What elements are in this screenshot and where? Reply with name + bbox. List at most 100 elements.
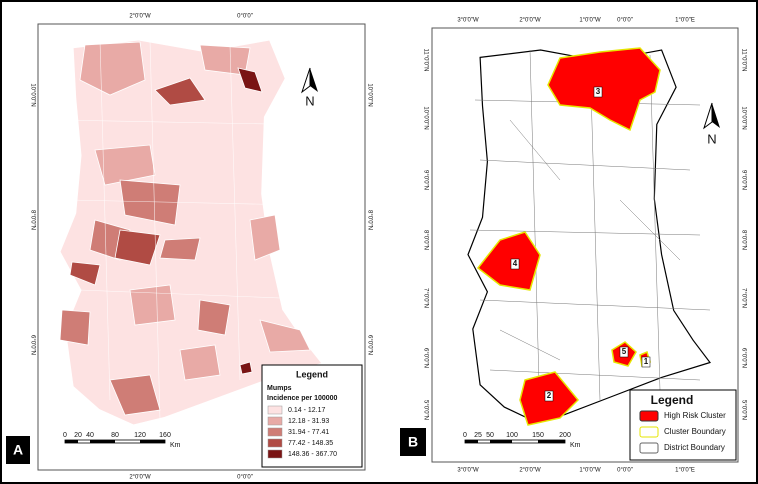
district-area (179, 344, 221, 381)
scale-bar-segment (465, 440, 478, 443)
district-area (79, 41, 146, 96)
longitude-label: 2°0'0"W (519, 18, 541, 24)
latitude-label: 5°0'0"N (740, 400, 746, 420)
latitude-label: 10°0'0"N (422, 106, 428, 129)
panel-label-box (400, 428, 426, 456)
legend-label: 0.14 - 12.17 (288, 407, 325, 414)
scale-label: 100 (506, 432, 518, 439)
north-arrow-fill (310, 68, 318, 92)
scale-label: 25 (474, 432, 482, 439)
latitude-label: 11°0'0"N (422, 49, 428, 72)
district-area (69, 261, 101, 286)
latitude-label: 6°0'0"N (29, 335, 35, 355)
legend-swatch (267, 405, 283, 415)
longitude-label: 0°0'0" (617, 468, 633, 474)
scale-bar-segment (65, 440, 78, 443)
longitude-label: 3°0'0"W (457, 468, 479, 474)
legend-swatch (267, 427, 283, 437)
district-boundary (529, 49, 541, 421)
latitude-label: 10°0'0"N (366, 83, 372, 106)
district-boundary (469, 229, 701, 236)
scale-bar-segment (538, 440, 565, 443)
cluster-label: 2 (547, 391, 552, 400)
district-area (259, 319, 311, 353)
legend-title: Legend (296, 369, 328, 379)
ghana-outline (467, 49, 711, 423)
district-boundary (79, 289, 331, 301)
district-area (239, 361, 253, 375)
cluster-label-box (593, 86, 603, 98)
latitude-label: 9°0'0"N (740, 170, 746, 190)
scale-unit: Km (570, 442, 581, 449)
district-boundary (99, 39, 111, 401)
cluster-label-box (544, 390, 554, 402)
district-boundary (509, 119, 561, 181)
legend-label: 148.36 - 367.70 (288, 451, 337, 458)
latitude-label: 8°0'0"N (422, 230, 428, 250)
latitude-label: 6°0'0"N (422, 348, 428, 368)
district-area (114, 229, 161, 266)
panel-label-box (6, 436, 30, 464)
scale-label: 20 (74, 432, 82, 439)
panel-label: A (13, 442, 23, 458)
legend-swatch (639, 442, 659, 454)
north-arrow-fill (712, 103, 720, 128)
cluster-area (476, 231, 541, 291)
longitude-label: 2°0'0"W (519, 468, 541, 474)
scale-bar-segment (90, 440, 115, 443)
district-boundary (59, 119, 321, 126)
cluster-label-box (641, 356, 651, 368)
longitude-label: 1°0'0"E (675, 468, 695, 474)
legend-swatch (639, 426, 659, 438)
latitude-label: 6°0'0"N (366, 335, 372, 355)
cluster-label-box (619, 346, 629, 358)
legend-label: Cluster Boundary (664, 427, 726, 436)
longitude-label: 1°0'0"W (579, 18, 601, 24)
scale-label: 120 (134, 432, 146, 439)
cluster-label: 5 (622, 347, 627, 356)
scale-unit: Km (170, 442, 181, 449)
district-area (237, 67, 263, 93)
legend-swatch (267, 416, 283, 426)
cluster-label: 1 (644, 357, 649, 366)
longitude-label: 1°0'0"E (675, 18, 695, 24)
district-boundary (499, 329, 561, 361)
latitude-label: 6°0'0"N (740, 348, 746, 368)
latitude-label: 7°0'0"N (740, 288, 746, 308)
scale-label: 150 (532, 432, 544, 439)
latitude-label: 7°0'0"N (422, 288, 428, 308)
latitude-label: 8°0'0"N (366, 210, 372, 230)
latitude-label: 10°0'0"N (29, 83, 35, 106)
cluster-label-box (510, 258, 520, 270)
cluster-area (547, 47, 661, 132)
latitude-label: 8°0'0"N (29, 210, 35, 230)
longitude-label: 1°0'0"W (579, 468, 601, 474)
scale-label: 160 (159, 432, 171, 439)
district-area (197, 299, 231, 336)
legend-label: High Risk Cluster (664, 411, 726, 420)
district-area (129, 284, 176, 326)
scale-label: 80 (111, 432, 119, 439)
scale-label: 40 (86, 432, 94, 439)
scale-label: 200 (559, 432, 571, 439)
legend-title: Legend (651, 393, 694, 407)
district-boundary (589, 54, 601, 401)
scale-label: 50 (486, 432, 494, 439)
longitude-label: 2°0'0"W (129, 475, 151, 481)
latitude-label: 11°0'0"N (740, 49, 746, 72)
district-boundary (229, 44, 241, 381)
legend-label: 31.94 - 77.41 (288, 429, 329, 436)
district-area (159, 237, 201, 261)
legend-swatch (267, 449, 283, 459)
district-area (59, 309, 91, 346)
district-area (94, 144, 156, 186)
scale-bar-segment (490, 440, 512, 443)
district-boundary (479, 159, 691, 171)
legend-layer: Mumps (267, 385, 292, 392)
latitude-label: 5°0'0"N (422, 400, 428, 420)
longitude-label: 2°0'0"W (129, 14, 151, 20)
legend-label: 12.18 - 31.93 (288, 418, 329, 425)
district-boundary (479, 299, 711, 311)
cluster-label: 3 (596, 87, 601, 96)
district-boundary (649, 54, 661, 391)
